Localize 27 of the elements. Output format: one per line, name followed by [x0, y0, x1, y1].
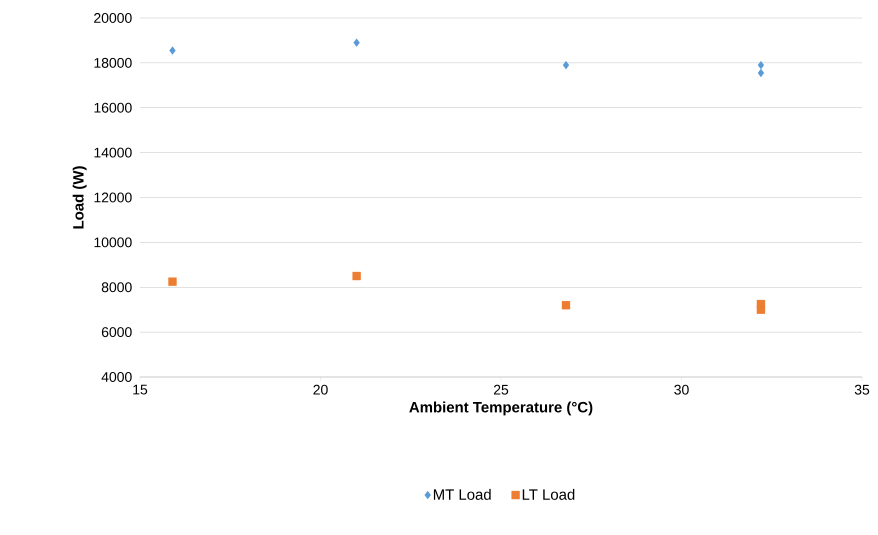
x-tick-label: 30 — [674, 384, 689, 395]
y-tick-label: 14000 — [94, 148, 132, 158]
x-tick-label: 20 — [313, 384, 328, 395]
y-tick-label: 12000 — [94, 192, 132, 202]
legend-label: LT Load — [522, 488, 574, 500]
point — [758, 68, 764, 78]
legend-label: MT Load — [434, 488, 491, 500]
y-tick-label: 8000 — [102, 282, 132, 292]
point — [169, 46, 176, 55]
point — [353, 38, 360, 47]
x-axis-title: Ambient Temperature (°C) — [409, 401, 592, 416]
y-tick-label: 20000 — [94, 13, 132, 23]
point — [758, 60, 764, 70]
point — [168, 277, 177, 286]
y-tick-label: 4000 — [102, 372, 132, 382]
point — [352, 272, 361, 280]
x-tick-label: 35 — [854, 384, 870, 395]
y-tick-label: 16000 — [94, 102, 132, 113]
x-tick-label: 25 — [494, 384, 508, 395]
x-tick-label: 15 — [133, 384, 148, 395]
point — [756, 306, 766, 314]
y-tick-label: 10000 — [94, 237, 132, 248]
y-tick-label: 18000 — [94, 58, 132, 68]
y-tick-label: 6000 — [102, 327, 132, 338]
point — [562, 301, 570, 310]
point — [562, 60, 570, 70]
y-axis-title: Load (W) — [72, 166, 87, 228]
